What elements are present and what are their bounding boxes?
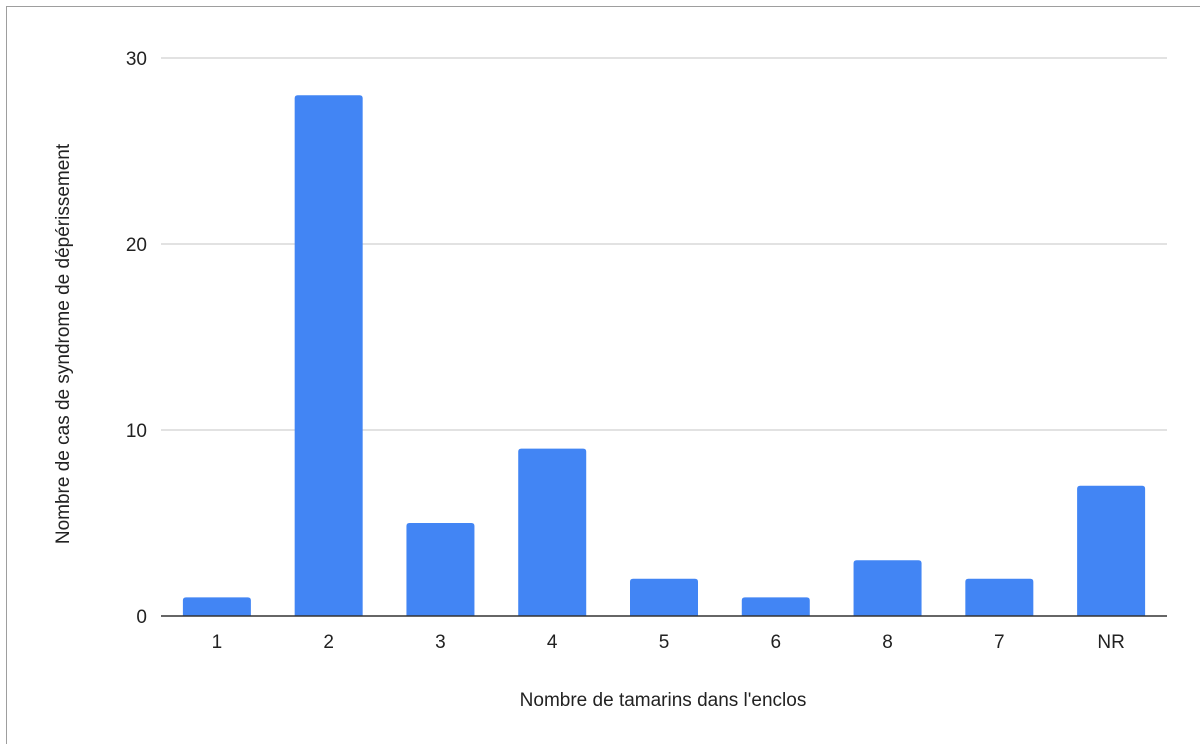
- bar-2: [294, 95, 363, 616]
- y-axis-title: Nombre de cas de syndrome de dépérisseme…: [53, 143, 74, 544]
- x-tick-label: 7: [994, 632, 1005, 653]
- y-tick-label: 10: [126, 421, 147, 442]
- x-tick-label: 8: [882, 632, 893, 653]
- x-tick-label: 4: [547, 632, 558, 653]
- bar-1: [182, 597, 251, 616]
- x-tick-label: 1: [212, 632, 223, 653]
- chart-container: 0 10 20 30 1 2 3 4 5 6 8 7 NR Nombre de tamarins dan…: [6, 6, 1200, 744]
- bar-chart: 0 10 20 30 1 2 3 4 5 6 8 7 NR Nombre de tamarins dan…: [53, 49, 1167, 711]
- x-tick-label: 3: [435, 632, 446, 653]
- x-tick-label: NR: [1097, 632, 1124, 653]
- bar-3: [406, 523, 475, 616]
- x-tick-label: 5: [659, 632, 670, 653]
- bar-7: [965, 578, 1034, 616]
- x-tick-label: 2: [323, 632, 334, 653]
- bars: [182, 95, 1146, 616]
- bar-4: [518, 448, 587, 616]
- y-tick-label: 30: [126, 49, 147, 70]
- y-tick-label: 0: [136, 607, 147, 628]
- x-axis-title: Nombre de tamarins dans l'enclos: [520, 690, 807, 711]
- bar-nr: [1077, 485, 1146, 616]
- x-tick-label: 6: [770, 632, 781, 653]
- bar-8: [853, 560, 922, 616]
- bar-6: [741, 597, 810, 616]
- axes: 0 10 20 30 1 2 3 4 5 6 8 7 NR: [126, 49, 1167, 653]
- bar-5: [630, 578, 698, 616]
- y-tick-label: 20: [126, 235, 147, 256]
